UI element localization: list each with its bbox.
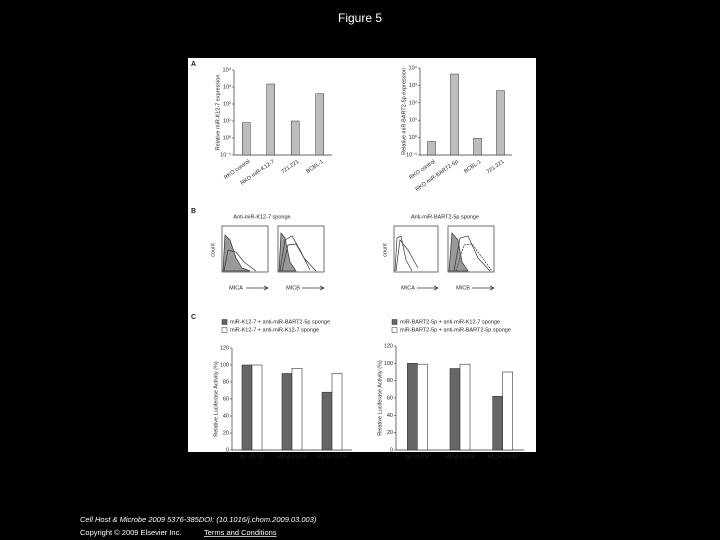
x-label: MICB xyxy=(286,285,300,291)
legend-swatch xyxy=(391,327,398,333)
y-tick-label: 10³ xyxy=(223,84,231,90)
y-tick-label: 120 xyxy=(220,345,229,351)
bar xyxy=(459,363,471,451)
y-tick-label: 0 xyxy=(226,447,229,453)
panel-b: Anti-miR-K12-7 sponge Anti-miR-BART2-5p … xyxy=(210,214,495,291)
legend-swatch xyxy=(221,319,228,325)
bar xyxy=(241,364,253,451)
y-tick-label: 10² xyxy=(223,101,231,107)
y-tick-label: 80 xyxy=(387,378,393,384)
panel-label: A xyxy=(191,61,196,68)
y-tick-label: 10¹ xyxy=(223,118,231,124)
y-tick-label: 20 xyxy=(387,430,393,436)
figure-panel xyxy=(188,58,536,452)
copyright: Copyright © 2009 Elsevier Inc. xyxy=(80,528,181,537)
legend-label: miR-BART2-5p + anti-miR-K12-7 sponge xyxy=(400,319,500,325)
legend-label: miR-BART2-5p + anti-miR-BART2-5p sponge xyxy=(400,327,511,333)
bar xyxy=(251,364,263,451)
y-tick-label: 10⁴ xyxy=(409,64,418,71)
legend-label: miR-K12-7 + anti-miR-K12-7 sponge xyxy=(230,327,319,333)
bar xyxy=(321,391,333,451)
bar xyxy=(242,122,251,156)
bar xyxy=(492,395,503,451)
y-tick-label: 60 xyxy=(387,395,393,401)
x-label: MICA xyxy=(229,285,243,291)
citation: Cell Host & Microbe 2009 5376-385DOI: (1… xyxy=(80,515,317,524)
panel-label: C xyxy=(191,314,196,321)
bar xyxy=(266,83,275,156)
y-axis-title: Relative miR-K12-7 expression xyxy=(215,75,221,151)
x-label: MICB xyxy=(456,285,470,291)
y-tick-label: 0 xyxy=(390,447,393,453)
y-tick-label: 80 xyxy=(223,379,229,385)
y-tick-label: 10⁻¹ xyxy=(220,152,231,158)
y-tick-label: 10⁴ xyxy=(223,66,232,73)
y-label: count xyxy=(382,243,388,257)
y-axis-title: Relative Luciferase Activity (%) xyxy=(213,361,219,437)
y-tick-label: 10¹ xyxy=(409,118,417,124)
y-axis-title: Relative miR-BART2-5p expression xyxy=(401,68,407,155)
bar xyxy=(427,141,436,156)
legend-swatch xyxy=(221,327,228,333)
bar xyxy=(331,373,343,451)
x-tick-label: No 3'UTR xyxy=(240,454,264,460)
y-tick-label: 100 xyxy=(220,362,229,368)
bar xyxy=(407,363,418,451)
bar xyxy=(450,73,459,156)
x-label: MICA xyxy=(401,285,415,291)
y-tick-label: 60 xyxy=(223,396,229,402)
bar xyxy=(496,90,505,156)
x-tick-label: MICA 3'UTR xyxy=(277,454,307,460)
panel-label: B xyxy=(191,208,196,215)
y-tick-label: 40 xyxy=(223,413,229,419)
bar xyxy=(281,373,293,451)
y-tick-label: 10⁰ xyxy=(409,134,418,141)
bar xyxy=(449,368,461,451)
y-tick-label: 20 xyxy=(223,430,229,436)
x-tick-label: MICA 3'UTR xyxy=(445,454,475,460)
x-tick-label: MICB 3'UTR xyxy=(487,454,518,460)
bar xyxy=(417,363,428,451)
terms-link[interactable]: Terms and Conditions xyxy=(204,528,277,537)
y-label: count xyxy=(210,243,216,257)
y-axis-title: Relative Luciferase Activity (%) xyxy=(377,360,383,436)
bar xyxy=(291,120,300,156)
y-tick-label: 10³ xyxy=(409,83,417,89)
bar xyxy=(291,368,303,451)
histogram-title: Anti-miR-K12-7 sponge xyxy=(233,214,290,220)
y-tick-label: 10² xyxy=(409,100,417,106)
legend-swatch xyxy=(391,319,398,325)
bar xyxy=(502,371,513,451)
histogram-title: Anti-miR-BART2-5p sponge xyxy=(411,214,479,220)
x-tick-label: MICB 3'UTR xyxy=(317,454,348,460)
y-tick-label: 120 xyxy=(384,343,393,349)
slide-title: Figure 5 xyxy=(338,11,382,25)
x-tick-label: No 3'UTR xyxy=(405,454,429,460)
bar xyxy=(315,93,324,156)
bar xyxy=(473,138,482,156)
y-tick-label: 100 xyxy=(384,361,393,367)
y-tick-label: 10⁻¹ xyxy=(406,152,417,158)
y-tick-label: 40 xyxy=(387,413,393,419)
legend-label: miR-K12-7 + anti-miR-BART2-5p sponge xyxy=(230,319,330,325)
y-tick-label: 10⁰ xyxy=(223,134,232,141)
